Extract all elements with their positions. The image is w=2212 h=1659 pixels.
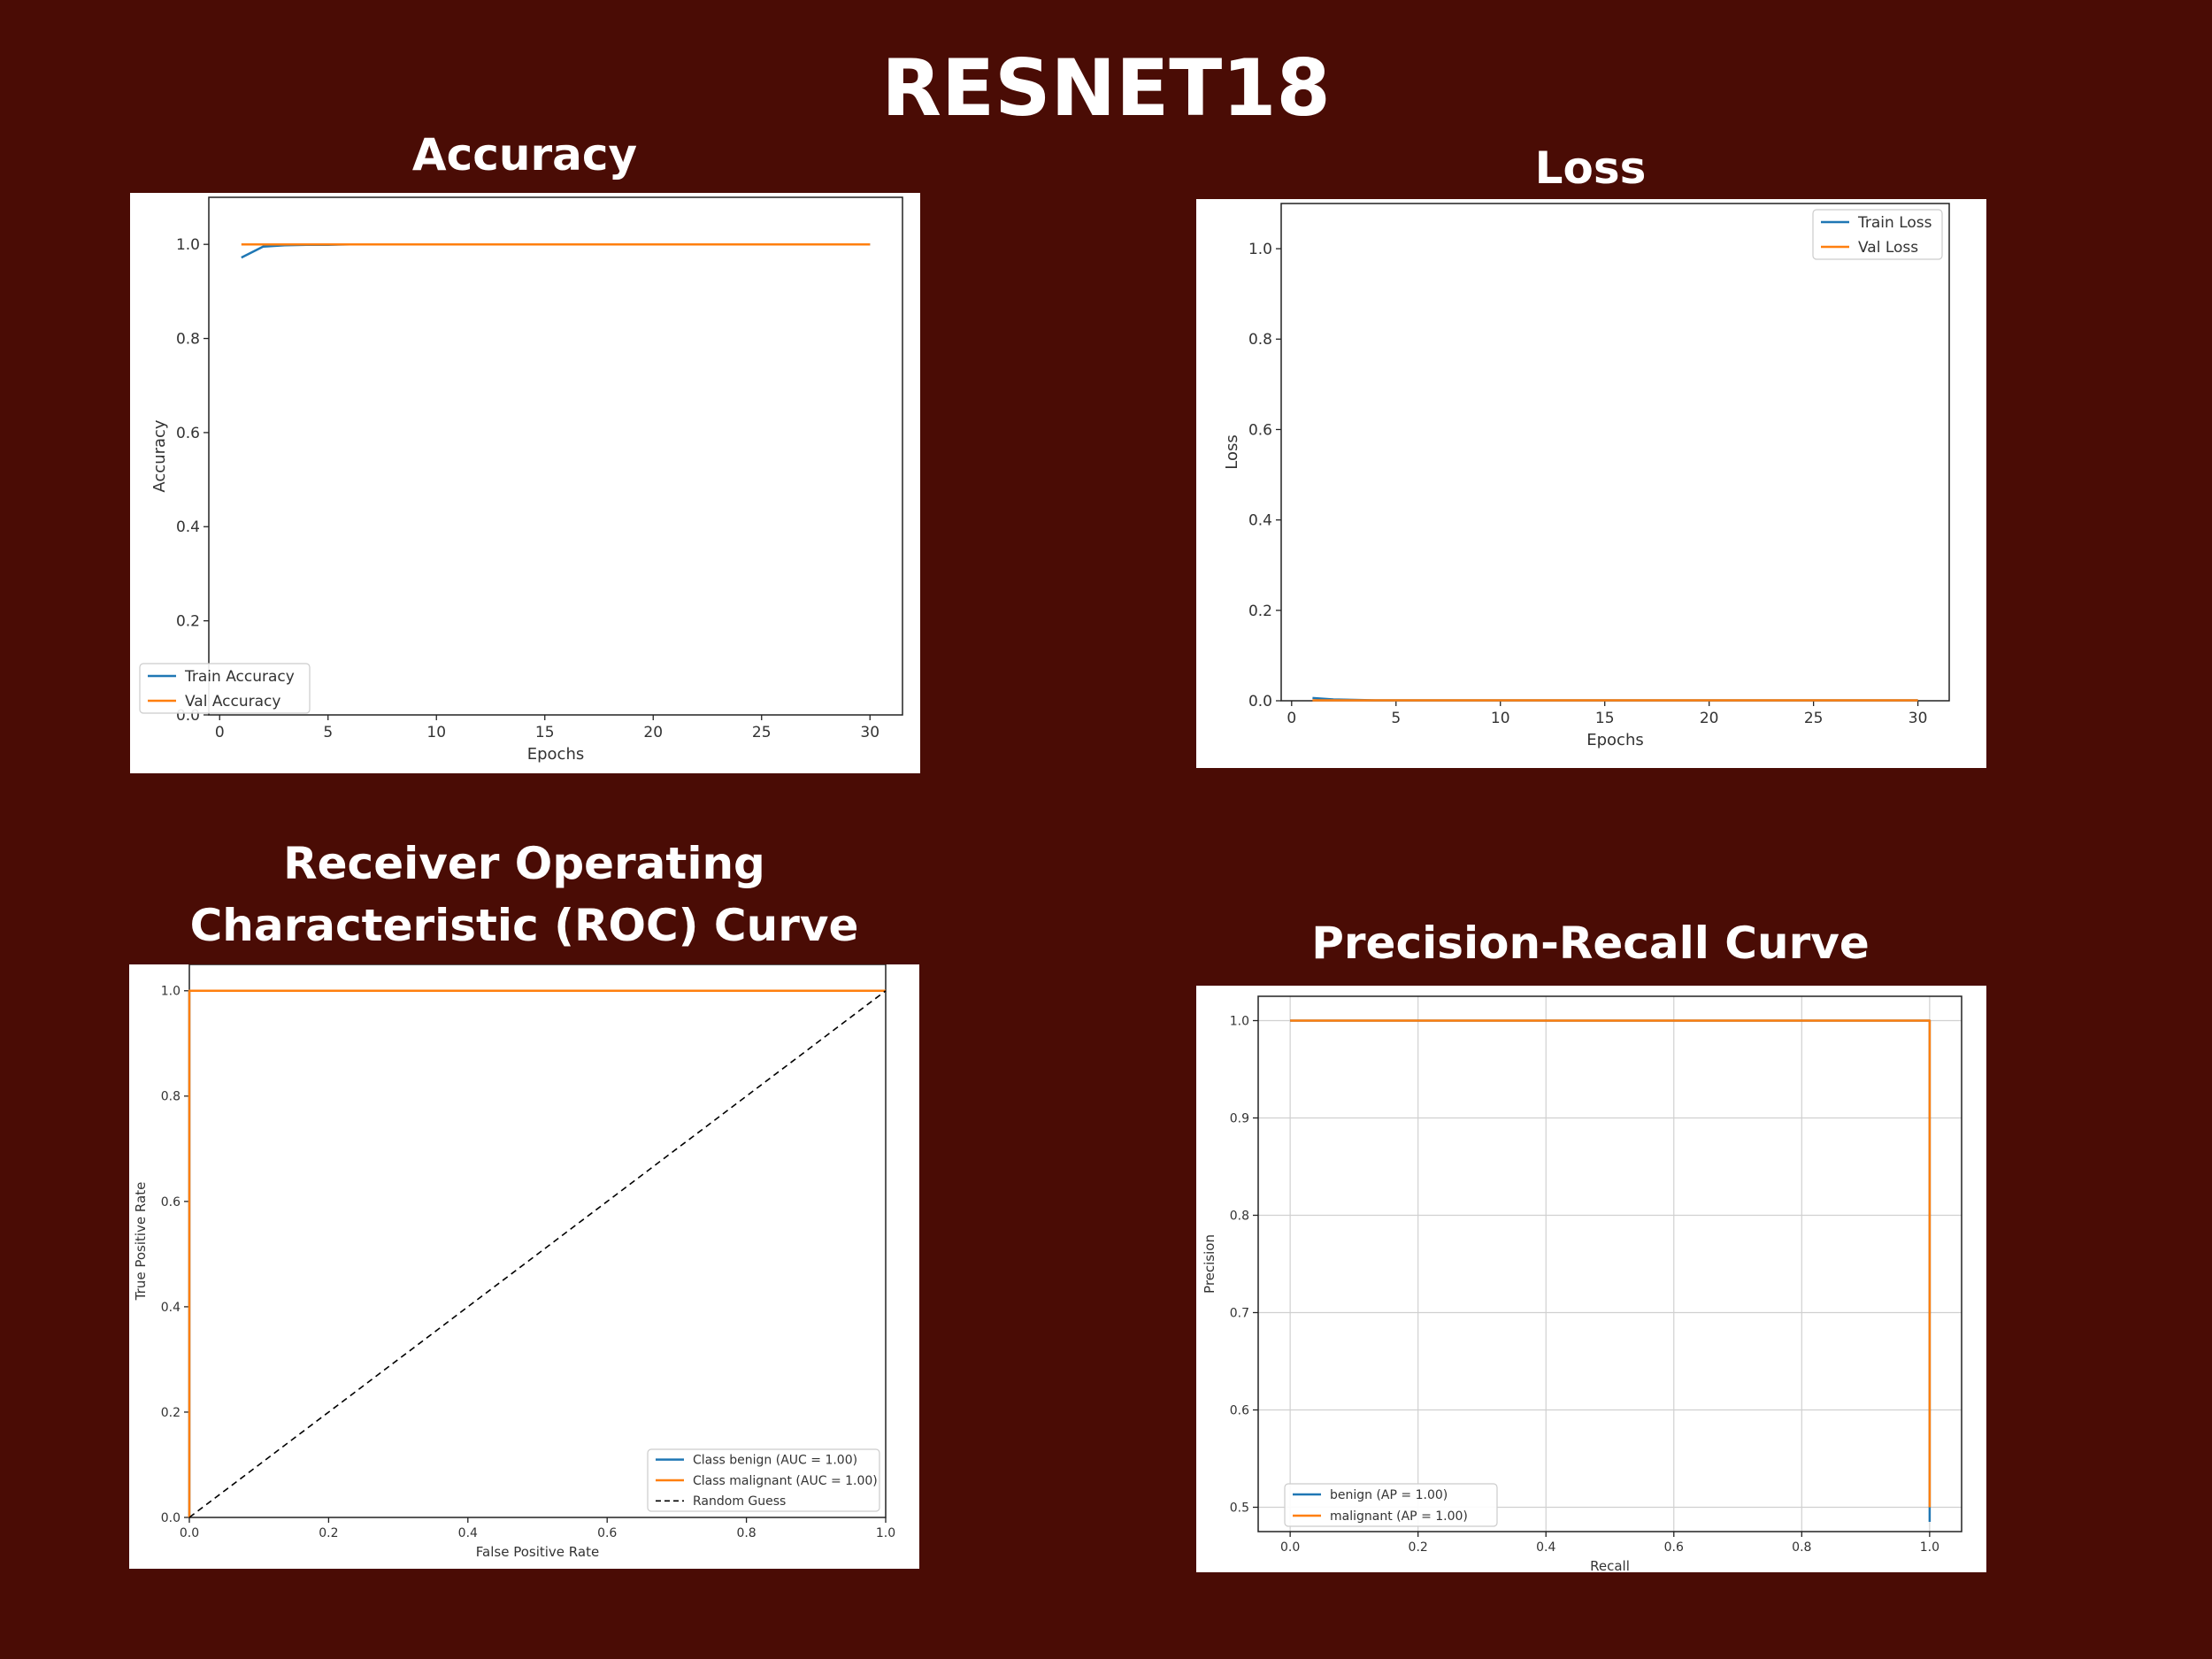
loss-chart-title: Loss — [1534, 142, 1647, 194]
legend-label: benign (AP = 1.00) — [1330, 1488, 1448, 1502]
x-axis-label: Epochs — [1586, 731, 1644, 749]
y-tick-label: 0.4 — [161, 1301, 180, 1315]
plot-frame — [208, 196, 903, 716]
series-line-2 — [188, 990, 887, 1518]
y-tick-label: 0.8 — [1230, 1209, 1249, 1223]
y-tick-label: 0.4 — [1248, 512, 1272, 530]
y-tick-label: 0.6 — [176, 425, 200, 442]
x-tick-label: 25 — [1804, 710, 1824, 727]
x-tick-label: 10 — [1491, 710, 1510, 727]
series-line-1 — [1290, 1019, 1932, 1508]
y-tick-label: 0.8 — [1248, 331, 1272, 349]
y-tick-label: 0.2 — [1248, 603, 1272, 620]
y-tick-label: 1.0 — [161, 985, 180, 999]
x-tick-label: 0.4 — [1536, 1540, 1555, 1555]
plot-frame — [1280, 203, 1950, 702]
legend-label: Train Accuracy — [184, 668, 295, 686]
x-tick-label: 5 — [323, 724, 333, 741]
legend-label: Class benign (AUC = 1.00) — [693, 1454, 857, 1468]
accuracy-chart-panel: 0 5 10 15 20 25 30 0.0 0.2 0.4 0.6 0.8 1.0 Epochs Accu… — [130, 193, 920, 773]
x-tick-label: 0.2 — [1409, 1540, 1428, 1555]
series-line-1 — [188, 989, 886, 1517]
x-tick-label: 0.8 — [1792, 1540, 1811, 1555]
y-tick-label: 0.2 — [176, 613, 200, 631]
x-axis-label: False Positive Rate — [476, 1544, 599, 1560]
x-tick-label: 0.0 — [1280, 1540, 1300, 1555]
x-tick-label: 0.8 — [736, 1526, 756, 1540]
y-tick-label: 1.0 — [1248, 241, 1272, 258]
plot-frame — [1257, 995, 1962, 1532]
x-tick-label: 1.0 — [1920, 1540, 1939, 1555]
y-tick-label: 0.9 — [1230, 1111, 1249, 1125]
roc-chart: 0.0 0.2 0.4 0.6 0.8 1.0 0.0 0.2 0.4 0.6 0.8 1.0 Fals… — [133, 964, 895, 1560]
plot-frame — [188, 964, 887, 1518]
y-tick-label: 0.4 — [176, 518, 200, 536]
y-tick-label: 0.5 — [1230, 1501, 1249, 1515]
x-tick-label: 0.0 — [180, 1526, 199, 1540]
series-line-0 — [1290, 1019, 1932, 1522]
legend-label: Val Accuracy — [185, 693, 280, 710]
legend-label: malignant (AP = 1.00) — [1330, 1509, 1468, 1524]
y-tick-label: 0.8 — [161, 1090, 180, 1104]
pr-chart-title: Precision-Recall Curve — [1311, 918, 1870, 969]
y-tick-label: 0.2 — [161, 1406, 180, 1420]
loss-chart-panel: 0 5 10 15 20 25 30 0.0 0.2 0.4 0.6 0.8 1.0 Epochs Loss… — [1196, 199, 1986, 768]
y-tick-label: 0.0 — [1248, 693, 1272, 710]
accuracy-chart-title: Accuracy — [411, 129, 638, 180]
x-tick-label: 30 — [860, 724, 879, 741]
roc-chart-title: Receiver Operating Characteristic (ROC) … — [189, 838, 859, 951]
series-line-0 — [241, 242, 871, 259]
pr-chart-panel: 0.0 0.2 0.4 0.6 0.8 1.0 0.5 0.6 0.7 0.8 0.9 1.0 Reca… — [1196, 986, 1986, 1572]
y-axis-label: Precision — [1202, 1234, 1217, 1294]
x-tick-label: 0.4 — [458, 1526, 478, 1540]
page-title: RESNET18 — [881, 42, 1331, 134]
loss-chart: 0 5 10 15 20 25 30 0.0 0.2 0.4 0.6 0.8 1.0 Epochs Loss… — [1223, 203, 1950, 749]
x-tick-label: 0.6 — [597, 1526, 617, 1540]
y-axis-label: Loss — [1223, 434, 1241, 469]
x-tick-label: 15 — [1595, 710, 1615, 727]
accuracy-chart: 0 5 10 15 20 25 300.00.20.40.60.81.0EpochsAccu… — [139, 196, 903, 764]
y-tick-label: 0.0 — [161, 1511, 180, 1525]
legend-box — [647, 1448, 880, 1512]
y-tick-label: 0.7 — [1230, 1306, 1249, 1320]
legend-box — [1284, 1483, 1498, 1527]
legend-label: Class malignant (AUC = 1.00) — [693, 1474, 878, 1488]
y-tick-label: 0.6 — [1230, 1403, 1249, 1417]
x-tick-label: 10 — [426, 724, 446, 741]
legend-label: Train Loss — [1857, 214, 1932, 232]
y-tick-label: 0.6 — [161, 1195, 180, 1210]
x-tick-label: 0.6 — [1664, 1540, 1684, 1555]
roc-chart-panel: 0.0 0.2 0.4 0.6 0.8 1.0 0.0 0.2 0.4 0.6 0.8 1.0 Fals… — [129, 964, 919, 1569]
y-tick-label: 1.0 — [1230, 1014, 1249, 1028]
legend-label: Random Guess — [693, 1494, 786, 1509]
pr-chart: 0.0 0.2 0.4 0.6 0.8 1.0 0.5 0.6 0.7 0.8 0.9 1.0 Reca… — [1202, 995, 1962, 1572]
x-tick-label: 1.0 — [876, 1526, 895, 1540]
y-tick-label: 0.8 — [176, 330, 200, 348]
x-tick-label: 15 — [535, 724, 555, 741]
legend-box — [139, 663, 311, 714]
x-tick-label: 20 — [1700, 710, 1719, 727]
x-tick-label: 30 — [1909, 710, 1928, 727]
y-axis-label: Accuracy — [150, 419, 169, 493]
x-tick-label: 0 — [215, 724, 225, 741]
x-tick-label: 5 — [1391, 710, 1401, 727]
x-tick-label: 20 — [643, 724, 663, 741]
x-tick-label: 0 — [1286, 710, 1296, 727]
x-axis-label: Recall — [1590, 1558, 1630, 1572]
legend-label: Val Loss — [1858, 239, 1918, 257]
x-tick-label: 25 — [752, 724, 772, 741]
x-axis-label: Epochs — [527, 745, 585, 764]
y-tick-label: 0.6 — [1248, 421, 1272, 439]
x-tick-label: 0.2 — [319, 1526, 338, 1540]
y-axis-label: True Positive Rate — [133, 1182, 149, 1302]
y-tick-label: 1.0 — [176, 236, 200, 254]
